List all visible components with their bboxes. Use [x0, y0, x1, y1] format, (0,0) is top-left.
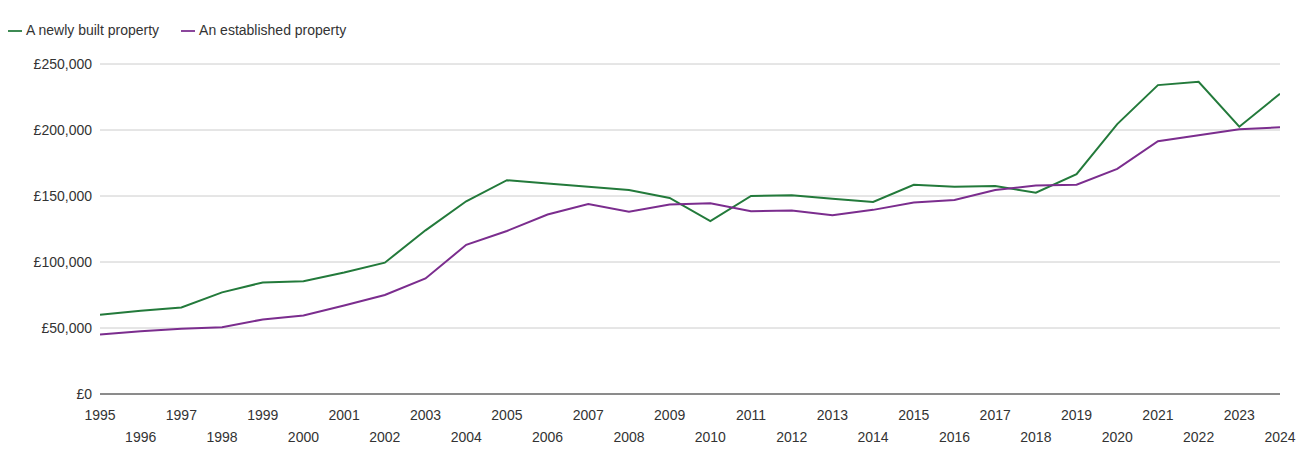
svg-text:£100,000: £100,000	[34, 254, 93, 270]
svg-text:2018: 2018	[1020, 429, 1051, 445]
svg-text:2004: 2004	[451, 429, 482, 445]
svg-text:2005: 2005	[491, 407, 522, 423]
svg-text:2024: 2024	[1264, 429, 1295, 445]
svg-text:2002: 2002	[369, 429, 400, 445]
svg-text:£0: £0	[76, 386, 92, 402]
svg-text:2000: 2000	[288, 429, 319, 445]
html-text:An established property: An established property	[199, 22, 347, 38]
svg-text:£150,000: £150,000	[34, 188, 93, 204]
svg-text:2001: 2001	[329, 407, 360, 423]
svg-text:2008: 2008	[613, 429, 644, 445]
svg-text:2010: 2010	[695, 429, 726, 445]
svg-text:£200,000: £200,000	[34, 122, 93, 138]
svg-text:2006: 2006	[532, 429, 563, 445]
svg-text:2009: 2009	[654, 407, 685, 423]
svg-text:2007: 2007	[573, 407, 604, 423]
svg-text:2017: 2017	[980, 407, 1011, 423]
svg-text:2020: 2020	[1102, 429, 1133, 445]
svg-text:2023: 2023	[1224, 407, 1255, 423]
svg-text:2014: 2014	[858, 429, 889, 445]
svg-text:1999: 1999	[247, 407, 278, 423]
svg-text:2012: 2012	[776, 429, 807, 445]
svg-text:1995: 1995	[84, 407, 115, 423]
svg-text:2015: 2015	[898, 407, 929, 423]
svg-text:2022: 2022	[1183, 429, 1214, 445]
svg-text:£50,000: £50,000	[41, 320, 92, 336]
svg-text:1998: 1998	[206, 429, 237, 445]
svg-text:1996: 1996	[125, 429, 156, 445]
svg-text:2021: 2021	[1142, 407, 1173, 423]
svg-text:2003: 2003	[410, 407, 441, 423]
svg-text:2013: 2013	[817, 407, 848, 423]
svg-text:£250,000: £250,000	[34, 56, 93, 72]
html-text:A newly built property: A newly built property	[26, 22, 160, 38]
svg-text:1997: 1997	[166, 407, 197, 423]
svg-text:2016: 2016	[939, 429, 970, 445]
svg-text:2011: 2011	[736, 407, 766, 423]
svg-text:2019: 2019	[1061, 407, 1092, 423]
